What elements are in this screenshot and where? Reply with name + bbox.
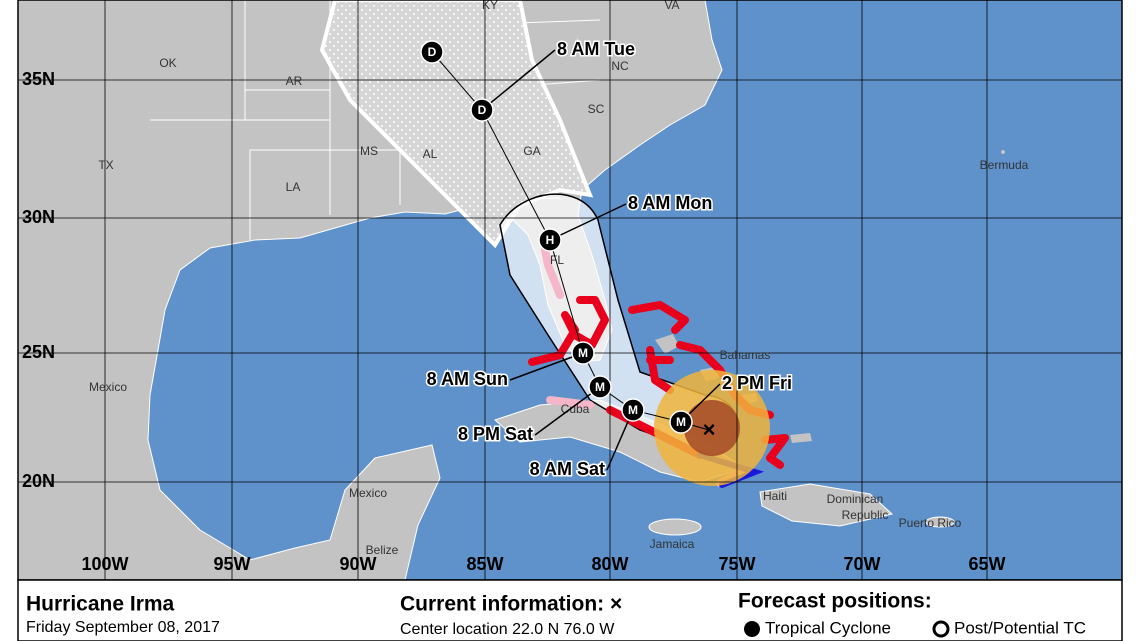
marker-letter: M xyxy=(676,415,686,429)
place-label: Republic xyxy=(842,508,889,522)
marker-letter: D xyxy=(478,103,487,117)
legend-tc-symbol xyxy=(744,621,760,637)
place-label: TX xyxy=(98,158,113,172)
place-label: Cuba xyxy=(561,402,590,416)
forecast-marker xyxy=(588,375,612,399)
place-label: Bahamas xyxy=(720,348,771,362)
place-label: SC xyxy=(588,102,605,116)
forecast-label: 8 PM Sat xyxy=(458,424,533,444)
marker-letter: D xyxy=(428,45,437,59)
place-labels: KY VA OK AR NC SC MS AL GA TX LA FL Mexico Mexico Berm… xyxy=(89,0,1029,557)
place-label: MS xyxy=(360,144,378,158)
jamaica xyxy=(648,518,702,536)
forecast-heading: Forecast positions: xyxy=(738,590,932,613)
place-label: Mexico xyxy=(349,486,387,500)
leader-line xyxy=(534,386,601,436)
forecast-track: 8 AM Tue 8 AM Mon 8 AM Sun 8 PM Sat 8 AM Sat… xyxy=(420,37,794,480)
map-area: 35N 30N 25N 20N 100W 95W 90W 85W 80W 75W 70W 65W KY… xyxy=(18,0,1122,580)
latitude-label: 25N xyxy=(22,342,55,362)
bermuda xyxy=(1001,150,1005,154)
place-label: KY xyxy=(482,0,498,12)
latitude-label: 35N xyxy=(22,69,55,89)
forecast-marker xyxy=(420,40,444,64)
hurricane-wind-field xyxy=(684,400,740,456)
longitude-label: 95W xyxy=(213,554,250,574)
place-label: GA xyxy=(523,144,540,158)
place-label: Jamaica xyxy=(650,537,695,551)
forecast-label: 8 AM Sun xyxy=(427,369,508,389)
forecast-label: 8 AM Sat xyxy=(530,459,605,479)
place-label: Dominican xyxy=(827,492,884,506)
place-label: Belize xyxy=(366,543,399,557)
bahamas xyxy=(655,334,812,443)
legend-entry: Post/Potential TC xyxy=(954,618,1086,637)
center-location: Center location 22.0 N 76.0 W xyxy=(400,621,615,638)
place-label: VA xyxy=(664,0,679,12)
place-label: FL xyxy=(550,253,564,267)
place-label: AL xyxy=(423,147,438,161)
place-label: OK xyxy=(159,56,176,70)
forecast-marker xyxy=(571,341,595,365)
marker-letter: M xyxy=(578,346,588,360)
place-label: AR xyxy=(286,74,303,88)
forecast-label: 8 AM Tue xyxy=(557,39,635,59)
graticule: 35N 30N 25N 20N 100W 95W 90W 85W 80W 75W 70W 65W xyxy=(18,0,1122,580)
forecast-marker xyxy=(470,98,494,122)
date: Friday September 08, 2017 xyxy=(26,619,220,636)
current-heading: Current information: × xyxy=(400,593,622,616)
legend-entry: Tropical Cyclone xyxy=(765,618,891,637)
longitude-label: 70W xyxy=(843,554,880,574)
marker-letter: M xyxy=(628,403,638,417)
longitude-label: 75W xyxy=(718,554,755,574)
storm-name: Hurricane Irma xyxy=(26,593,175,616)
longitude-label: 100W xyxy=(81,554,128,574)
leader-line xyxy=(481,49,556,111)
forecast-marker xyxy=(621,398,645,422)
place-label: Bermuda xyxy=(980,158,1029,172)
marker-letter: M xyxy=(595,380,605,394)
longitude-label: 85W xyxy=(466,554,503,574)
place-label: Mexico xyxy=(89,380,127,394)
longitude-label: 90W xyxy=(339,554,376,574)
place-label: Haiti xyxy=(763,489,787,503)
puerto-rico xyxy=(925,516,955,528)
legend-ptc-symbol xyxy=(932,620,950,638)
forecast-marker xyxy=(538,228,562,252)
place-label: LA xyxy=(286,180,301,194)
cone-upper xyxy=(319,0,594,249)
place-label: Puerto Rico xyxy=(899,516,962,530)
forecast-label: 8 AM Mon xyxy=(628,193,712,213)
marker-letter: H xyxy=(546,233,555,247)
leader-line xyxy=(549,203,627,241)
latitude-label: 30N xyxy=(22,207,55,227)
latitude-label: 20N xyxy=(22,471,55,491)
forecast-label: 2 PM Fri xyxy=(722,373,792,393)
current-position: × xyxy=(703,417,716,442)
leader-line xyxy=(509,352,584,381)
hispaniola xyxy=(759,483,894,527)
longitude-label: 80W xyxy=(591,554,628,574)
place-label: NC xyxy=(611,59,629,73)
longitude-label: 65W xyxy=(968,554,1005,574)
forecast-marker xyxy=(669,410,693,434)
